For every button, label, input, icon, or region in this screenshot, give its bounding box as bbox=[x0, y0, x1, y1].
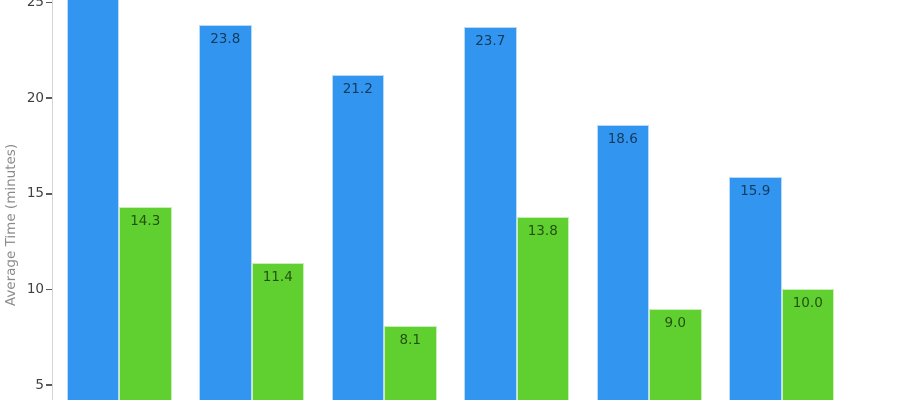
bar-blue-series-2: 23.8 bbox=[199, 25, 252, 400]
bar-value-label: 18.6 bbox=[607, 130, 638, 147]
y-tick-label: 25 bbox=[26, 0, 44, 10]
bar-value-label: 13.8 bbox=[527, 222, 558, 239]
bar-blue-series-3: 21.2 bbox=[331, 75, 384, 400]
y-tick-mark bbox=[46, 384, 52, 386]
bar-green-series-4: 13.8 bbox=[516, 216, 569, 400]
y-axis-spine bbox=[52, 0, 54, 400]
bar-value-label: 10.0 bbox=[792, 295, 823, 312]
bar-value-label: 21.2 bbox=[342, 81, 373, 98]
bar-green-series-5: 9.0 bbox=[649, 308, 702, 400]
bar-value-label: 8.1 bbox=[399, 331, 421, 348]
bar-value-label: 11.4 bbox=[262, 268, 293, 285]
bar-green-series-1: 14.3 bbox=[119, 207, 172, 400]
bar-blue-series-5: 18.6 bbox=[596, 124, 649, 400]
bar-green-series-2: 11.4 bbox=[251, 262, 304, 400]
y-tick-mark bbox=[46, 288, 52, 291]
bar-value-label: 23.8 bbox=[210, 31, 241, 48]
y-tick-label: 5 bbox=[35, 376, 44, 393]
y-tick-mark bbox=[46, 97, 52, 99]
bar-blue-series-1 bbox=[66, 0, 119, 400]
bar-blue-series-4: 23.7 bbox=[464, 27, 517, 400]
bar-green-series-3: 8.1 bbox=[384, 325, 437, 400]
bar-blue-series-6: 15.9 bbox=[729, 176, 782, 400]
bar-value-label: 15.9 bbox=[740, 182, 771, 199]
y-tick-label: 20 bbox=[26, 89, 44, 106]
y-tick-label: 10 bbox=[26, 280, 44, 297]
bar-value-label: 23.7 bbox=[475, 33, 506, 50]
bar-value-label: 14.3 bbox=[130, 213, 161, 230]
y-tick-mark bbox=[46, 193, 52, 195]
bar-green-series-6: 10.0 bbox=[781, 289, 834, 400]
bar-value-label: 9.0 bbox=[664, 314, 686, 331]
y-tick-mark bbox=[46, 1, 52, 4]
y-tick-label: 15 bbox=[26, 185, 44, 202]
